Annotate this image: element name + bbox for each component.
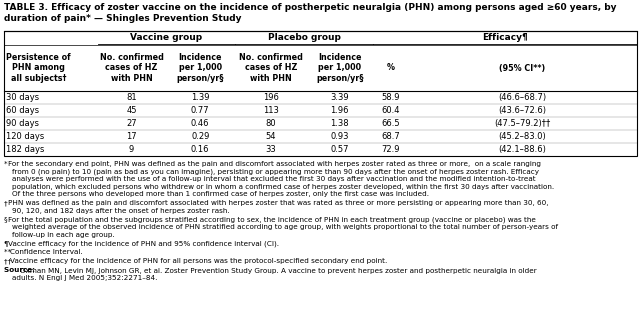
Text: 9: 9 <box>129 145 134 154</box>
Text: duration of pain* — Shingles Prevention Study: duration of pain* — Shingles Prevention … <box>4 14 242 23</box>
Text: Confidence Interval.: Confidence Interval. <box>10 250 83 255</box>
Text: 17: 17 <box>126 132 137 141</box>
Text: 0.77: 0.77 <box>191 106 210 115</box>
Text: 1.39: 1.39 <box>191 93 210 102</box>
Text: 72.9: 72.9 <box>381 145 400 154</box>
Text: 54: 54 <box>265 132 276 141</box>
Text: ††: †† <box>4 259 13 265</box>
Text: *: * <box>4 161 10 167</box>
Text: 66.5: 66.5 <box>381 119 400 128</box>
Text: 60 days: 60 days <box>6 106 39 115</box>
Text: analyses were performed with the use of a follow-up interval that excluded the f: analyses were performed with the use of … <box>12 176 536 182</box>
Text: No. confirmed
cases of HZ
with PHN: No. confirmed cases of HZ with PHN <box>239 53 303 83</box>
Text: (46.6–68.7): (46.6–68.7) <box>498 93 547 102</box>
Text: Incidence
per 1,000
person/yr§: Incidence per 1,000 person/yr§ <box>316 53 363 83</box>
Text: 120 days: 120 days <box>6 132 44 141</box>
Text: For the total population and the subgroups stratified according to sex, the inci: For the total population and the subgrou… <box>8 217 536 223</box>
Text: 27: 27 <box>126 119 137 128</box>
Bar <box>4 31 637 156</box>
Text: No. confirmed
cases of HZ
with PHN: No. confirmed cases of HZ with PHN <box>99 53 163 83</box>
Text: %: % <box>387 64 394 73</box>
Text: †: † <box>4 200 10 206</box>
Text: Source:: Source: <box>4 267 38 273</box>
Text: 113: 113 <box>263 106 279 115</box>
Text: 58.9: 58.9 <box>381 93 400 102</box>
Text: 3.39: 3.39 <box>331 93 349 102</box>
Text: 1.38: 1.38 <box>331 119 349 128</box>
Text: (43.6–72.6): (43.6–72.6) <box>499 106 546 115</box>
Text: adults. N Engl J Med 2005;352:2271–84.: adults. N Engl J Med 2005;352:2271–84. <box>12 275 158 281</box>
Text: from 0 (no pain) to 10 (pain as bad as you can imagine), persisting or appearing: from 0 (no pain) to 10 (pain as bad as y… <box>12 169 539 175</box>
Text: 80: 80 <box>265 119 276 128</box>
Text: Vaccine group: Vaccine group <box>130 33 203 43</box>
Text: ¶: ¶ <box>4 240 11 246</box>
Text: Placebo group: Placebo group <box>267 33 340 43</box>
Text: 81: 81 <box>126 93 137 102</box>
Text: (95% CI**): (95% CI**) <box>499 64 545 73</box>
Text: Persistence of
PHN among
all subjects†: Persistence of PHN among all subjects† <box>6 53 71 83</box>
Text: population, which excluded persons who withdrew or in whom a confirmed case of h: population, which excluded persons who w… <box>12 183 554 190</box>
Text: TABLE 3. Efficacy of zoster vaccine on the incidence of postherpetic neuralgia (: TABLE 3. Efficacy of zoster vaccine on t… <box>4 3 617 12</box>
Text: PHN was defined as the pain and discomfort associated with herpes zoster that wa: PHN was defined as the pain and discomfo… <box>8 200 549 206</box>
Text: 45: 45 <box>126 106 137 115</box>
Text: 68.7: 68.7 <box>381 132 400 141</box>
Text: 196: 196 <box>263 93 279 102</box>
Text: (42.1–88.6): (42.1–88.6) <box>499 145 546 154</box>
Text: 33: 33 <box>265 145 276 154</box>
Text: Vaccine efficacy for the incidence of PHN for all persons was the protocol-speci: Vaccine efficacy for the incidence of PH… <box>10 259 387 265</box>
Text: Oxman MN, Levin MJ, Johnson GR, et al. Zoster Prevention Study Group. A vaccine : Oxman MN, Levin MJ, Johnson GR, et al. Z… <box>20 267 537 273</box>
Text: weighted average of the observed incidence of PHN stratified according to age gr: weighted average of the observed inciden… <box>12 224 558 230</box>
Text: 0.57: 0.57 <box>331 145 349 154</box>
Text: For the secondary end point, PHN was defined as the pain and discomfort associat: For the secondary end point, PHN was def… <box>8 161 541 167</box>
Text: 182 days: 182 days <box>6 145 44 154</box>
Text: Incidence
per 1,000
person/yr§: Incidence per 1,000 person/yr§ <box>176 53 224 83</box>
Text: Efficacy¶: Efficacy¶ <box>482 33 528 43</box>
Text: (47.5–79.2)††: (47.5–79.2)†† <box>494 119 551 128</box>
Text: 60.4: 60.4 <box>381 106 400 115</box>
Text: 0.29: 0.29 <box>191 132 210 141</box>
Text: Vaccine efficacy for the incidence of PHN and 95% confidence interval (CI).: Vaccine efficacy for the incidence of PH… <box>8 240 279 247</box>
Text: (45.2–83.0): (45.2–83.0) <box>499 132 546 141</box>
Text: follow-up in each age group.: follow-up in each age group. <box>12 232 115 238</box>
Text: 0.93: 0.93 <box>331 132 349 141</box>
Text: 90, 120, and 182 days after the onset of herpes zoster rash.: 90, 120, and 182 days after the onset of… <box>12 208 229 213</box>
Text: 30 days: 30 days <box>6 93 39 102</box>
Text: 90 days: 90 days <box>6 119 39 128</box>
Text: 0.46: 0.46 <box>191 119 210 128</box>
Text: §: § <box>4 217 10 223</box>
Text: 1.96: 1.96 <box>331 106 349 115</box>
Text: 0.16: 0.16 <box>191 145 210 154</box>
Text: **: ** <box>4 250 13 255</box>
Text: Of the three persons who developed more than 1 confirmed case of herpes zoster, : Of the three persons who developed more … <box>12 191 429 197</box>
